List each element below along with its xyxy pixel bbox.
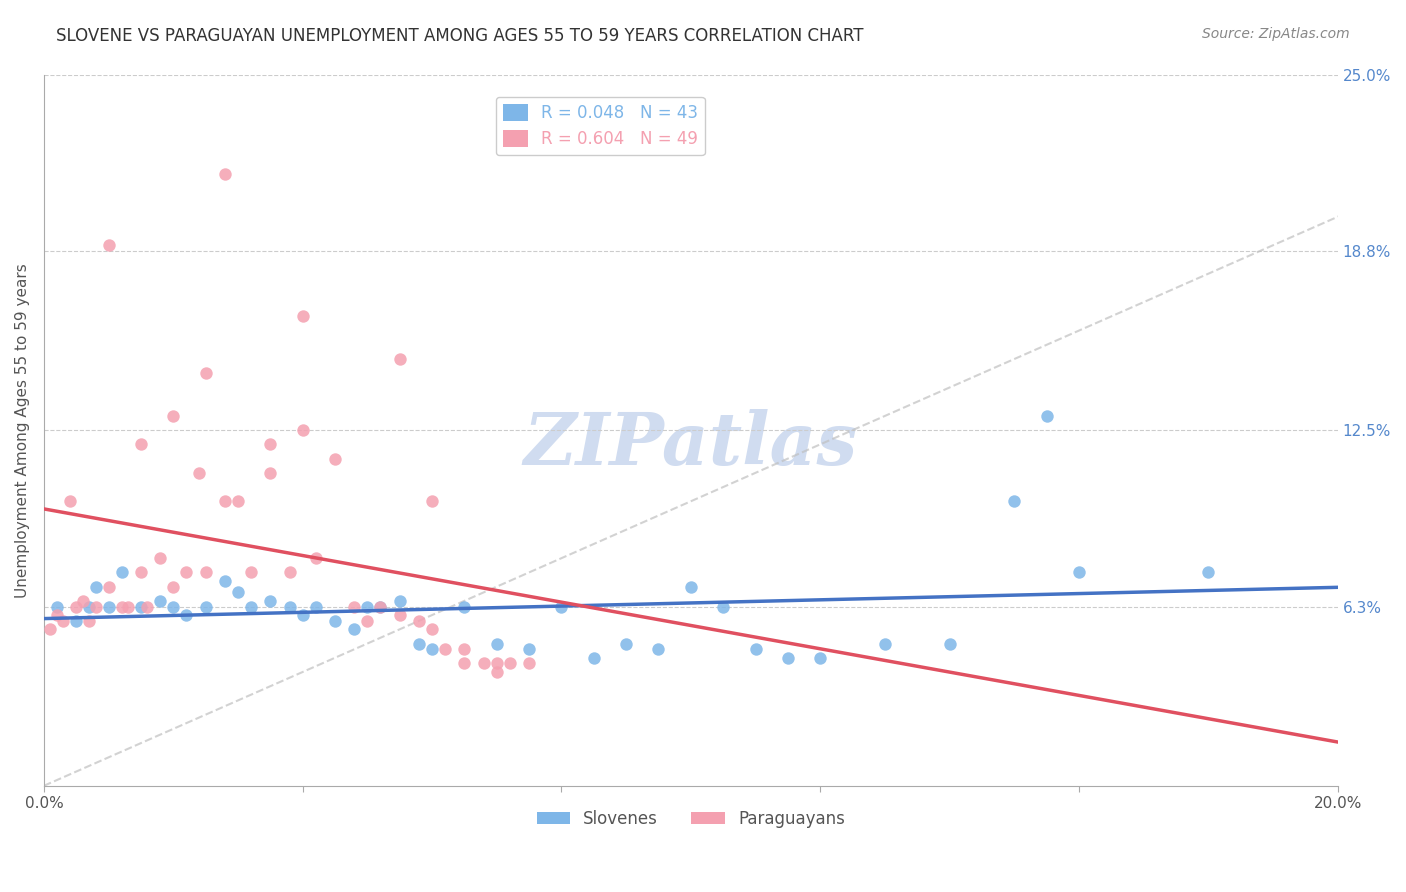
Point — [259, 466, 281, 480]
Point — [77, 614, 100, 628]
Point — [433, 642, 456, 657]
Text: ZIPatlas: ZIPatlas — [524, 409, 858, 480]
Point — [97, 599, 120, 614]
Point — [614, 636, 637, 650]
Point — [129, 599, 152, 614]
Point — [84, 580, 107, 594]
Point — [517, 657, 540, 671]
Point — [129, 437, 152, 451]
Point — [72, 594, 94, 608]
Point — [136, 599, 159, 614]
Point — [1067, 566, 1090, 580]
Point — [485, 665, 508, 679]
Point — [110, 599, 132, 614]
Point — [420, 494, 443, 508]
Point — [776, 650, 799, 665]
Point — [388, 594, 411, 608]
Point — [226, 494, 249, 508]
Point — [239, 599, 262, 614]
Point — [214, 574, 236, 588]
Point — [149, 594, 172, 608]
Point — [278, 599, 301, 614]
Point — [368, 599, 391, 614]
Point — [517, 642, 540, 657]
Point — [291, 310, 314, 324]
Point — [744, 642, 766, 657]
Point — [59, 494, 82, 508]
Point — [194, 599, 217, 614]
Point — [214, 494, 236, 508]
Point — [873, 636, 896, 650]
Point — [188, 466, 211, 480]
Point — [304, 551, 326, 566]
Point — [129, 566, 152, 580]
Point — [408, 614, 430, 628]
Point — [408, 636, 430, 650]
Point — [343, 623, 366, 637]
Text: Source: ZipAtlas.com: Source: ZipAtlas.com — [1202, 27, 1350, 41]
Point — [110, 566, 132, 580]
Point — [162, 580, 184, 594]
Point — [77, 599, 100, 614]
Point — [84, 599, 107, 614]
Point — [368, 599, 391, 614]
Point — [194, 366, 217, 380]
Point — [117, 599, 139, 614]
Text: SLOVENE VS PARAGUAYAN UNEMPLOYMENT AMONG AGES 55 TO 59 YEARS CORRELATION CHART: SLOVENE VS PARAGUAYAN UNEMPLOYMENT AMONG… — [56, 27, 863, 45]
Point — [582, 650, 605, 665]
Point — [453, 599, 475, 614]
Point — [356, 599, 378, 614]
Point — [39, 623, 62, 637]
Point — [174, 608, 197, 623]
Point — [226, 585, 249, 599]
Point — [239, 566, 262, 580]
Point — [97, 238, 120, 252]
Point — [499, 657, 522, 671]
Point — [323, 451, 346, 466]
Point — [259, 594, 281, 608]
Point — [65, 614, 87, 628]
Point — [711, 599, 734, 614]
Point — [194, 566, 217, 580]
Point — [174, 566, 197, 580]
Point — [1002, 494, 1025, 508]
Point — [45, 599, 67, 614]
Point — [323, 614, 346, 628]
Point — [214, 167, 236, 181]
Point — [1035, 409, 1057, 423]
Point — [647, 642, 669, 657]
Point — [45, 608, 67, 623]
Point — [162, 599, 184, 614]
Point — [97, 580, 120, 594]
Point — [304, 599, 326, 614]
Point — [149, 551, 172, 566]
Point — [420, 642, 443, 657]
Point — [356, 614, 378, 628]
Point — [388, 608, 411, 623]
Legend: Slovenes, Paraguayans: Slovenes, Paraguayans — [530, 803, 852, 834]
Point — [343, 599, 366, 614]
Point — [259, 437, 281, 451]
Point — [278, 566, 301, 580]
Y-axis label: Unemployment Among Ages 55 to 59 years: Unemployment Among Ages 55 to 59 years — [15, 263, 30, 598]
Point — [485, 657, 508, 671]
Point — [472, 657, 495, 671]
Point — [291, 423, 314, 437]
Point — [388, 351, 411, 366]
Point — [679, 580, 702, 594]
Point — [291, 608, 314, 623]
Point — [420, 623, 443, 637]
Point — [52, 614, 75, 628]
Point — [485, 636, 508, 650]
Point — [808, 650, 831, 665]
Point — [453, 642, 475, 657]
Point — [938, 636, 960, 650]
Point — [65, 599, 87, 614]
Point — [1197, 566, 1219, 580]
Point — [550, 599, 572, 614]
Point — [162, 409, 184, 423]
Point — [453, 657, 475, 671]
